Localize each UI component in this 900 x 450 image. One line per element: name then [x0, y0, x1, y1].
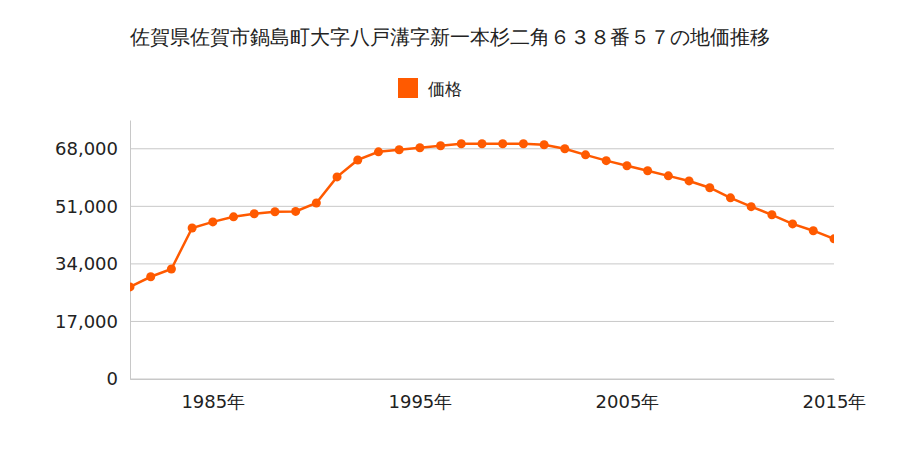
point — [809, 226, 818, 235]
y-tick-label: 51,000 — [55, 196, 118, 217]
y-tick-label: 34,000 — [55, 253, 118, 274]
x-tick: 1995年 — [388, 379, 452, 412]
x-tick-label: 1985年 — [181, 391, 245, 412]
x-tick-label: 1995年 — [388, 391, 452, 412]
y-tick-label: 68,000 — [55, 138, 118, 159]
legend-swatch — [398, 78, 418, 98]
point — [726, 193, 735, 202]
x-tick: 2005年 — [596, 379, 660, 412]
point — [415, 143, 424, 152]
line — [130, 144, 834, 287]
point — [167, 264, 176, 273]
x-tick: 1985年 — [181, 379, 245, 412]
point — [374, 147, 383, 156]
y-tick: 0 — [107, 368, 130, 389]
point — [270, 207, 279, 216]
point — [767, 210, 776, 219]
series-group — [130, 139, 834, 291]
point — [208, 217, 217, 226]
point — [250, 209, 259, 218]
point — [188, 224, 197, 233]
point — [291, 207, 300, 216]
point — [788, 219, 797, 228]
point — [395, 145, 404, 154]
point — [747, 202, 756, 211]
y-tick: 17,000 — [55, 311, 130, 332]
y-tick-label: 17,000 — [55, 311, 118, 332]
chart: 佐賀県佐賀市鍋島町大字八戸溝字新一本杉二角６３８番５７の地価推移価格 0 17,00… — [0, 0, 900, 450]
grid — [130, 149, 834, 379]
x-tick-label: 2005年 — [596, 391, 660, 412]
y-tick: 34,000 — [55, 253, 130, 274]
point — [581, 150, 590, 159]
point — [130, 282, 135, 291]
grid-line — [130, 206, 834, 207]
point — [498, 139, 507, 148]
grid-line — [130, 148, 834, 149]
point — [705, 183, 714, 192]
x-axis-line — [131, 379, 835, 380]
x-tick: 2015年 — [803, 379, 867, 412]
grid-line — [130, 321, 834, 322]
point — [312, 198, 321, 207]
y-axis: 0 17,000 34,000 51,000 68,000 — [55, 121, 130, 390]
legend: 価格 — [398, 78, 462, 99]
point — [457, 139, 466, 148]
point — [602, 156, 611, 165]
y-tick: 51,000 — [55, 196, 130, 217]
point — [478, 139, 487, 148]
point — [333, 172, 342, 181]
plot: 0 17,000 34,000 51,000 68,000 1985年 1995年 2005年… — [55, 121, 866, 412]
title: 佐賀県佐賀市鍋島町大字八戸溝字新一本杉二角６３８番５７の地価推移 — [130, 25, 770, 49]
point — [560, 144, 569, 153]
y-axis-line — [130, 121, 131, 380]
point — [643, 166, 652, 175]
point — [436, 141, 445, 150]
y-tick: 68,000 — [55, 138, 130, 159]
point — [622, 161, 631, 170]
legend-label: 価格 — [428, 79, 462, 99]
point — [830, 234, 835, 243]
point — [519, 139, 528, 148]
x-tick-label: 2015年 — [803, 391, 867, 412]
point — [353, 155, 362, 164]
point — [146, 272, 155, 281]
x-axis: 1985年 1995年 2005年 2015年 — [131, 379, 867, 412]
y-tick-label: 0 — [107, 368, 118, 389]
point — [229, 212, 238, 221]
point — [664, 171, 673, 180]
point — [540, 140, 549, 149]
point — [685, 176, 694, 185]
grid-line — [130, 379, 834, 380]
grid-line — [130, 263, 834, 264]
